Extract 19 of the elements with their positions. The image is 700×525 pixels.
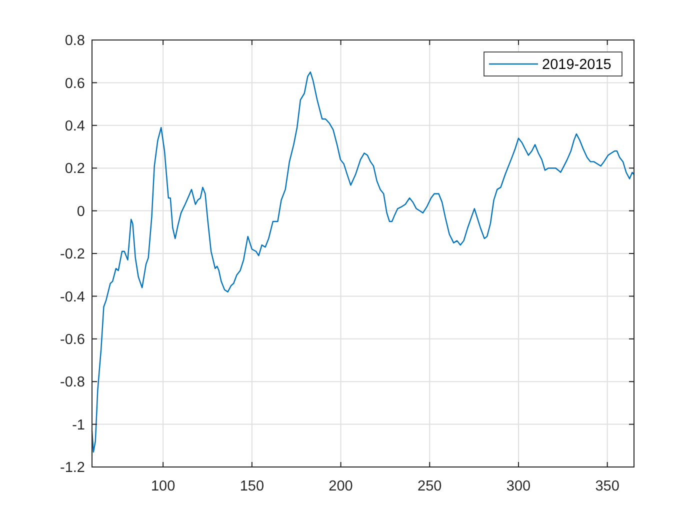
y-tick-label: -0.8 [60,374,85,391]
y-tick-label: -0.6 [60,332,85,348]
y-tick-label: -0.2 [60,246,85,263]
y-tick-label: -0.4 [60,289,85,306]
x-tick-label: 300 [506,478,531,494]
y-tick-label: 0.8 [64,33,85,50]
y-tick-label: 0.4 [64,118,85,134]
x-tick-label: 250 [418,478,442,494]
x-tick-label: 200 [328,478,353,494]
x-tick-label: 350 [595,478,620,494]
y-tick-label: -1.2 [60,460,85,476]
x-tick-label: 100 [150,478,176,494]
y-tick-label: 0.2 [64,161,85,178]
line-series [91,71,635,453]
y-tick-label: 0.6 [64,76,85,92]
y-tick-label: 0 [76,204,85,220]
legend-label: 2019-2015 [542,57,612,74]
y-tick-label: -1 [72,417,85,434]
x-tick-label: 150 [240,478,264,494]
